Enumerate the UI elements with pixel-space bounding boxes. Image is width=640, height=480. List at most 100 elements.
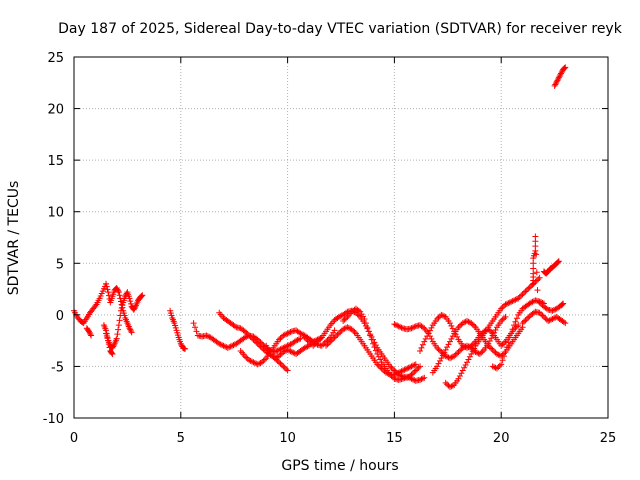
data-point <box>543 305 550 312</box>
data-point <box>511 297 518 304</box>
data-point <box>88 332 95 339</box>
data-point <box>277 335 284 342</box>
data-point <box>512 296 519 303</box>
data-point <box>251 337 258 344</box>
data-point <box>560 300 567 307</box>
data-point <box>280 363 287 370</box>
data-point <box>555 258 562 265</box>
data-point <box>493 351 500 358</box>
data-point <box>525 285 532 292</box>
data-point <box>486 337 493 344</box>
data-point <box>529 298 536 305</box>
data-point <box>126 295 133 302</box>
data-point <box>365 328 372 335</box>
data-point <box>519 320 526 327</box>
data-point <box>436 347 443 354</box>
data-point <box>560 65 567 72</box>
data-point <box>532 233 539 240</box>
data-point <box>456 322 463 329</box>
data-point <box>509 298 516 305</box>
data-point <box>404 373 411 380</box>
data-point <box>243 329 250 336</box>
data-point <box>127 300 134 307</box>
data-point <box>203 332 210 339</box>
data-point <box>548 316 555 323</box>
data-point <box>553 80 560 87</box>
data-point <box>562 64 569 71</box>
data-point <box>417 363 424 370</box>
data-point <box>535 276 542 283</box>
data-point <box>496 362 503 369</box>
data-point <box>226 344 233 351</box>
data-point <box>109 351 116 358</box>
data-point <box>448 322 455 329</box>
data-point <box>454 333 461 340</box>
data-point <box>288 348 295 355</box>
data-point <box>536 309 543 316</box>
data-point <box>479 348 486 355</box>
data-point <box>506 299 513 306</box>
data-point <box>407 364 414 371</box>
data-point <box>293 337 300 344</box>
data-point <box>444 344 451 351</box>
data-point <box>408 325 415 332</box>
data-point <box>217 341 224 348</box>
data-point <box>408 375 415 382</box>
data-point <box>276 359 283 366</box>
data-point <box>177 340 184 347</box>
data-point <box>536 299 543 306</box>
data-point <box>434 363 441 370</box>
data-point <box>552 81 559 88</box>
data-point <box>471 322 478 329</box>
data-point <box>333 333 340 340</box>
data-point <box>105 292 112 299</box>
y-tick-label: 15 <box>47 154 64 169</box>
data-point <box>549 307 556 314</box>
data-point <box>404 365 411 372</box>
y-tick-label: 5 <box>56 257 64 272</box>
data-point <box>340 318 347 325</box>
data-point <box>515 295 522 302</box>
data-point <box>486 344 493 351</box>
data-point <box>364 324 371 331</box>
data-point <box>499 341 506 348</box>
data-point <box>405 364 412 371</box>
data-point <box>127 328 134 335</box>
data-point <box>499 304 506 311</box>
data-point <box>274 347 281 354</box>
data-point <box>523 287 530 294</box>
data-point <box>113 285 120 292</box>
data-point <box>104 286 111 293</box>
data-point <box>425 330 432 337</box>
data-point <box>495 364 502 371</box>
data-point <box>221 343 228 350</box>
data-point <box>458 370 465 377</box>
data-point <box>241 328 248 335</box>
data-point <box>520 318 527 325</box>
data-point <box>418 376 425 383</box>
data-point <box>389 366 396 373</box>
data-point <box>361 315 368 322</box>
data-point <box>428 335 435 342</box>
y-axis-label: SDTVAR / TECUs <box>6 181 22 296</box>
data-point <box>462 362 469 369</box>
data-point <box>421 338 428 345</box>
data-point <box>295 336 302 343</box>
data-point <box>340 326 347 333</box>
data-point <box>446 320 453 327</box>
y-tick-label: -5 <box>51 360 64 375</box>
data-point <box>417 376 424 383</box>
data-point <box>438 355 445 362</box>
data-point <box>551 82 558 89</box>
data-point <box>530 260 537 267</box>
data-point <box>417 347 424 354</box>
data-point <box>492 326 499 333</box>
data-point <box>317 335 324 342</box>
data-point <box>421 374 428 381</box>
data-point <box>501 340 508 347</box>
data-point <box>476 351 483 358</box>
data-point <box>261 356 268 363</box>
data-point <box>271 355 278 362</box>
data-point <box>368 336 375 343</box>
data-point <box>377 356 384 363</box>
